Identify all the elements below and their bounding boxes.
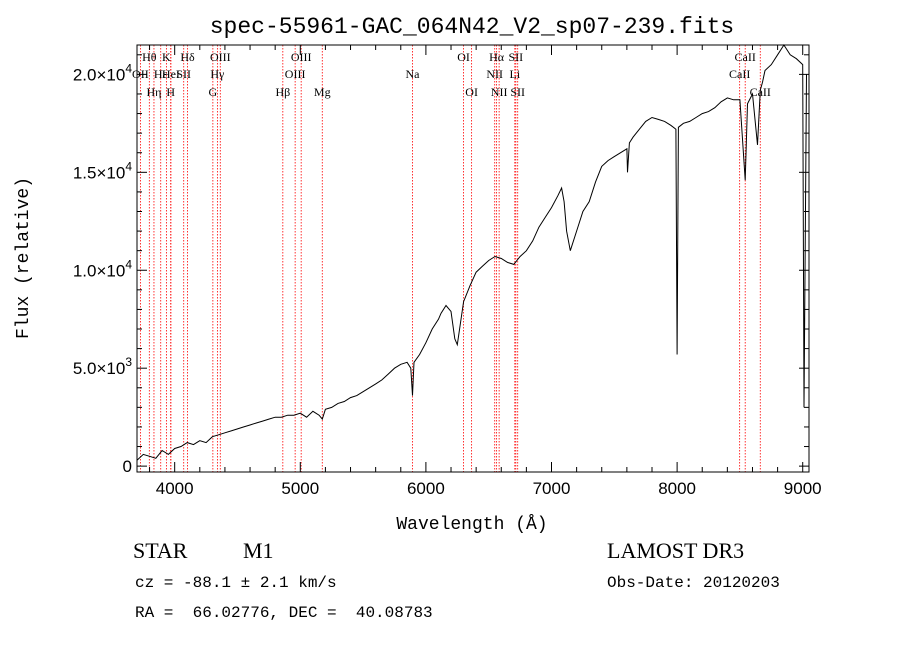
- y-tick-label: 1.5×104: [73, 159, 132, 182]
- x-tick-label: 5000: [281, 479, 319, 498]
- y-tick-exponent: 4: [125, 159, 132, 173]
- y-tick-exponent: 4: [125, 61, 132, 75]
- observation-date: Obs-Date: 20120203: [607, 574, 780, 592]
- spectral-line-label: Na: [405, 67, 420, 81]
- spectral-line-label: OI: [457, 50, 470, 64]
- spectral-line-label: SII: [510, 85, 525, 99]
- spectral-line-label: OIII: [210, 50, 231, 64]
- survey-name: LAMOST DR3: [607, 538, 745, 563]
- spectral-line-label: Hδ: [180, 50, 195, 64]
- y-axis-label: Flux (relative): [14, 177, 34, 339]
- object-subclass: M1: [243, 538, 274, 563]
- spectral-line-label: Hγ: [210, 67, 225, 81]
- spectral-line-label: NII: [491, 85, 508, 99]
- spectral-line-label: HeI: [162, 67, 180, 81]
- x-tick-label: 8000: [658, 479, 696, 498]
- y-tick-mantissa: 1.5×10: [73, 163, 125, 182]
- spectral-line-label: Li: [509, 67, 520, 81]
- spectral-line-label: K: [162, 50, 171, 64]
- spectral-line-label: OIII: [285, 67, 306, 81]
- spectral-line-label: OIII: [291, 50, 312, 64]
- spectral-line-markers: [139, 45, 761, 472]
- spectral-line-label: SII: [508, 50, 523, 64]
- spectral-line-label: Hα: [489, 50, 505, 64]
- spectral-line-label: OI: [465, 85, 478, 99]
- y-tick-label: 5.0×103: [73, 355, 132, 378]
- y-tick-mantissa: 2.0×10: [73, 65, 125, 84]
- spectral-line-label: Hε: [154, 67, 168, 81]
- x-tick-label: 4000: [156, 479, 194, 498]
- y-tick-label: 2.0×104: [73, 61, 132, 84]
- spectral-line-label: Mg: [314, 85, 331, 99]
- spectral-line-label: CaII: [729, 67, 750, 81]
- x-axis-label: Wavelength (Å): [396, 514, 547, 535]
- y-tick-label: 0: [123, 457, 132, 476]
- x-tick-label: 6000: [407, 479, 445, 498]
- y-tick-label: 1.0×104: [73, 257, 132, 280]
- coordinates: RA = 66.02776, DEC = 40.08783: [135, 604, 433, 622]
- y-tick-mantissa: 0: [123, 457, 132, 476]
- redshift-cz: cz = -88.1 ± 2.1 km/s: [135, 574, 337, 592]
- spectral-line-label: H: [166, 85, 175, 99]
- spectral-line-label: CaII: [735, 50, 756, 64]
- spectral-line-label: G: [209, 85, 218, 99]
- spectral-line-label: NII: [486, 67, 503, 81]
- object-class: STAR: [133, 538, 188, 563]
- plot-frame: [136, 44, 810, 473]
- spectral-line-label: SII: [176, 67, 191, 81]
- spectrum-line: [136, 44, 807, 461]
- y-tick-mantissa: 5.0×10: [73, 359, 125, 378]
- x-tick-label: 7000: [533, 479, 571, 498]
- y-tick-exponent: 4: [125, 257, 132, 271]
- spectral-line-label: Hη: [146, 85, 161, 99]
- y-tick-mantissa: 1.0×10: [73, 261, 125, 280]
- x-axis: 4000 5000 6000 7000 8000 9000: [149, 45, 822, 498]
- spectral-line-label: Hβ: [275, 85, 290, 99]
- spectral-line-label: Hθ: [142, 50, 157, 64]
- x-tick-label: 9000: [784, 479, 822, 498]
- y-tick-exponent: 3: [125, 355, 132, 369]
- chart-title: spec-55961-GAC_064N42_V2_sp07-239.fits: [210, 14, 735, 40]
